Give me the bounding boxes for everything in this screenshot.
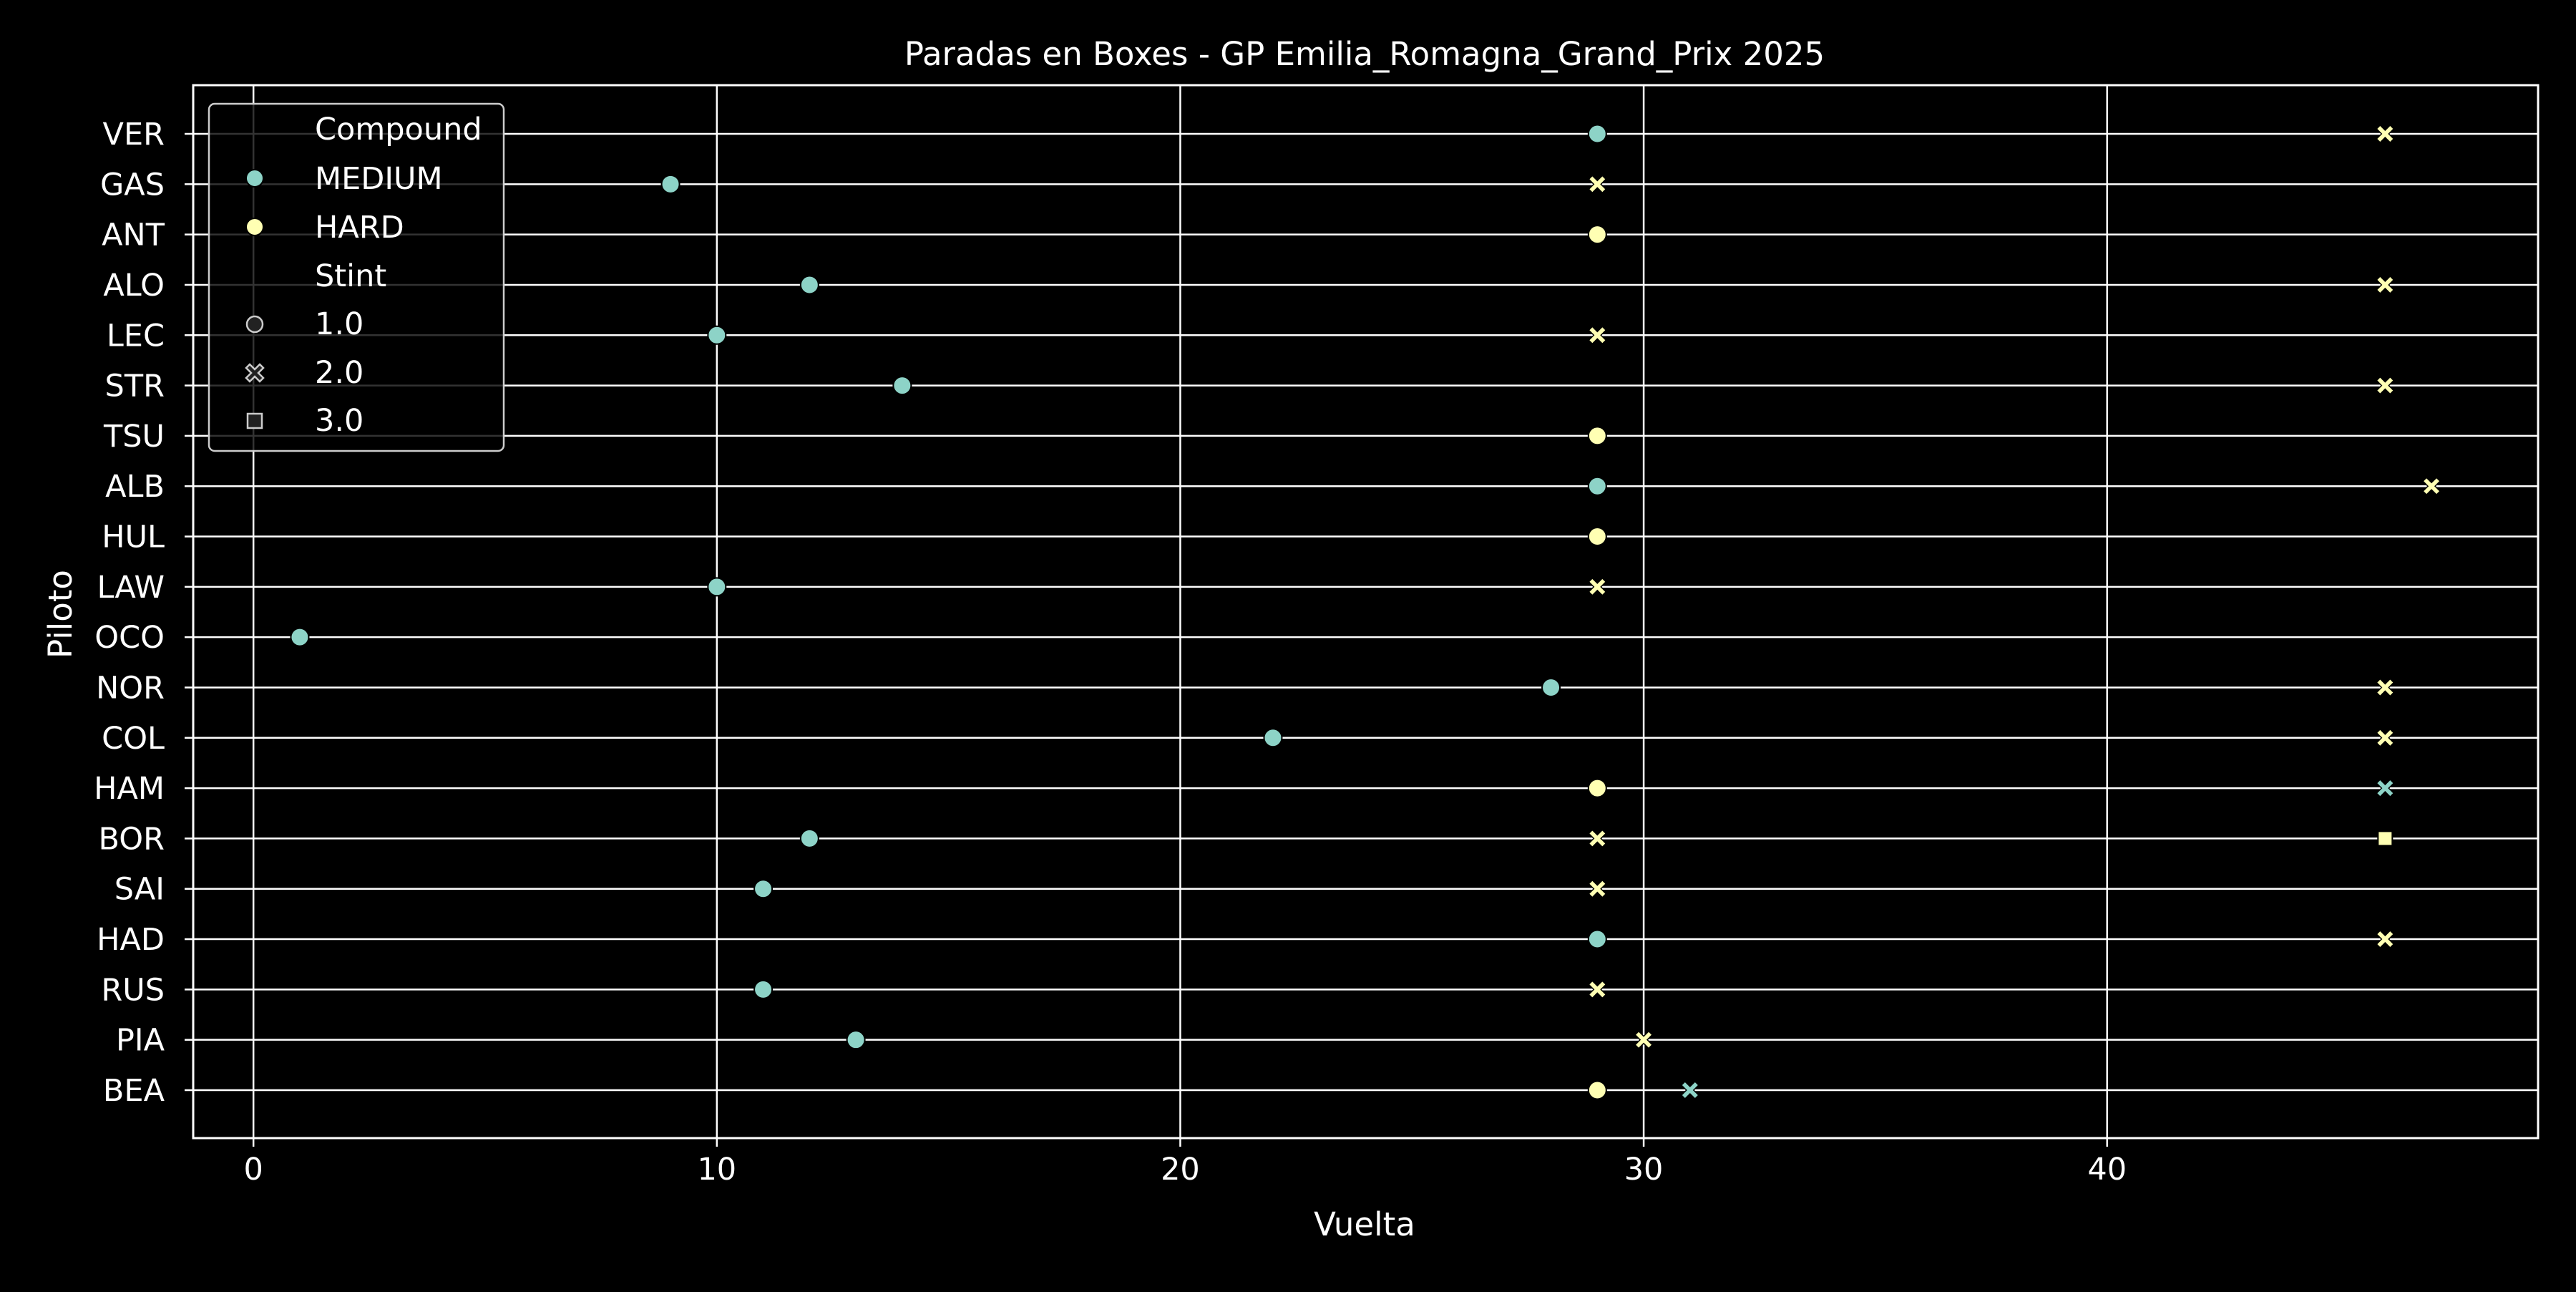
y-tick-label: LEC	[107, 318, 165, 354]
y-tick-label: LAW	[97, 570, 165, 606]
chart-title: Paradas en Boxes - GP Emilia_Romagna_Gra…	[904, 35, 1825, 73]
point-sai-lap-11	[753, 879, 774, 899]
point-col-lap-46	[2376, 728, 2395, 747]
point-hul-lap-29	[1587, 527, 1607, 547]
legend-medium-label: MEDIUM	[315, 161, 443, 197]
point-str-lap-46	[2376, 376, 2395, 395]
legend-stint-3-label: 3.0	[315, 403, 364, 439]
point-str-lap-14	[892, 376, 912, 396]
point-lec-lap-10	[707, 325, 727, 345]
point-bea-lap-31	[1680, 1080, 1699, 1100]
y-tick-label: BOR	[99, 821, 165, 857]
point-col-lap-22	[1263, 728, 1283, 748]
x-tick-label: 30	[1624, 1152, 1664, 1187]
point-gas-lap-9	[660, 174, 680, 194]
point-pia-lap-30	[1634, 1030, 1654, 1049]
legend-medium-marker	[245, 169, 264, 188]
legend-stint-1-marker	[245, 315, 264, 334]
point-oco-lap-1	[290, 627, 310, 647]
y-tick-label: VER	[103, 117, 165, 152]
point-ham-lap-46	[2376, 779, 2395, 798]
y-tick-label: STR	[105, 369, 165, 404]
point-bor-lap-46	[2377, 830, 2394, 847]
legend-stint-2-label: 2.0	[315, 355, 364, 391]
x-axis-label: Vuelta	[1314, 1205, 1415, 1243]
y-tick-label: GAS	[100, 167, 165, 203]
x-tick-label: 40	[2087, 1152, 2127, 1187]
legend-box	[208, 102, 505, 452]
point-had-lap-29	[1587, 929, 1607, 949]
y-tick-label: SAI	[114, 872, 165, 908]
point-lec-lap-29	[1588, 326, 1607, 345]
plot-frame	[192, 84, 2540, 1140]
point-rus-lap-11	[753, 979, 774, 999]
x-tick-label: 20	[1161, 1152, 1200, 1187]
point-ham-lap-29	[1587, 778, 1607, 798]
point-bor-lap-29	[1588, 829, 1607, 848]
point-tsu-lap-29	[1587, 426, 1607, 446]
y-tick-label: HUL	[102, 520, 165, 555]
legend-stint-1-label: 1.0	[315, 306, 364, 342]
point-law-lap-29	[1588, 577, 1607, 596]
y-tick-label: RUS	[101, 972, 165, 1008]
point-alo-lap-12	[799, 275, 819, 295]
point-ant-lap-29	[1587, 225, 1607, 245]
y-tick-label: OCO	[94, 620, 165, 656]
y-axis-label: Piloto	[42, 570, 79, 659]
axis-ticks: 0 10 20 30 40 VER GAS ANT ALO LEC STR TSU ALB HUL LAW O…	[94, 117, 2127, 1187]
legend: Compound MEDIUM HARD Stint 1.0 2.0 3.0	[208, 102, 505, 452]
y-tick-label: ANT	[102, 218, 165, 253]
y-tick-label: HAD	[97, 922, 165, 958]
point-rus-lap-29	[1588, 980, 1607, 999]
point-pia-lap-13	[846, 1030, 866, 1050]
legend-hard-label: HARD	[315, 210, 404, 246]
y-tick-label: NOR	[96, 670, 165, 706]
point-ver-lap-46	[2376, 124, 2395, 144]
legend-compound-title: Compound	[315, 112, 482, 147]
point-bea-lap-29	[1587, 1080, 1607, 1100]
legend-hard-marker	[245, 218, 264, 236]
y-tick-label: ALB	[105, 469, 165, 505]
y-tick-label: COL	[102, 721, 165, 757]
point-alb-lap-47	[2421, 477, 2441, 496]
point-gas-lap-29	[1588, 175, 1607, 194]
legend-stint-3-marker	[246, 412, 263, 429]
point-sai-lap-29	[1588, 879, 1607, 898]
data-points	[290, 124, 2441, 1100]
point-nor-lap-46	[2376, 678, 2395, 697]
y-tick-label: HAM	[94, 771, 165, 807]
point-nor-lap-28	[1541, 677, 1561, 697]
y-tick-label: TSU	[103, 419, 165, 455]
y-tick-label: BEA	[103, 1073, 165, 1109]
point-bor-lap-12	[799, 828, 819, 848]
x-tick-label: 0	[244, 1152, 263, 1187]
legend-stint-2-marker	[245, 363, 265, 383]
point-alo-lap-46	[2376, 275, 2395, 295]
grid-lines	[193, 85, 2538, 1138]
point-alb-lap-29	[1587, 476, 1607, 496]
x-tick-label: 10	[697, 1152, 736, 1187]
point-ver-lap-29	[1587, 124, 1607, 144]
point-law-lap-10	[707, 577, 727, 597]
legend-stint-title: Stint	[315, 258, 386, 294]
point-had-lap-46	[2376, 929, 2395, 949]
y-tick-label: ALO	[103, 268, 165, 303]
y-tick-label: PIA	[116, 1023, 165, 1059]
